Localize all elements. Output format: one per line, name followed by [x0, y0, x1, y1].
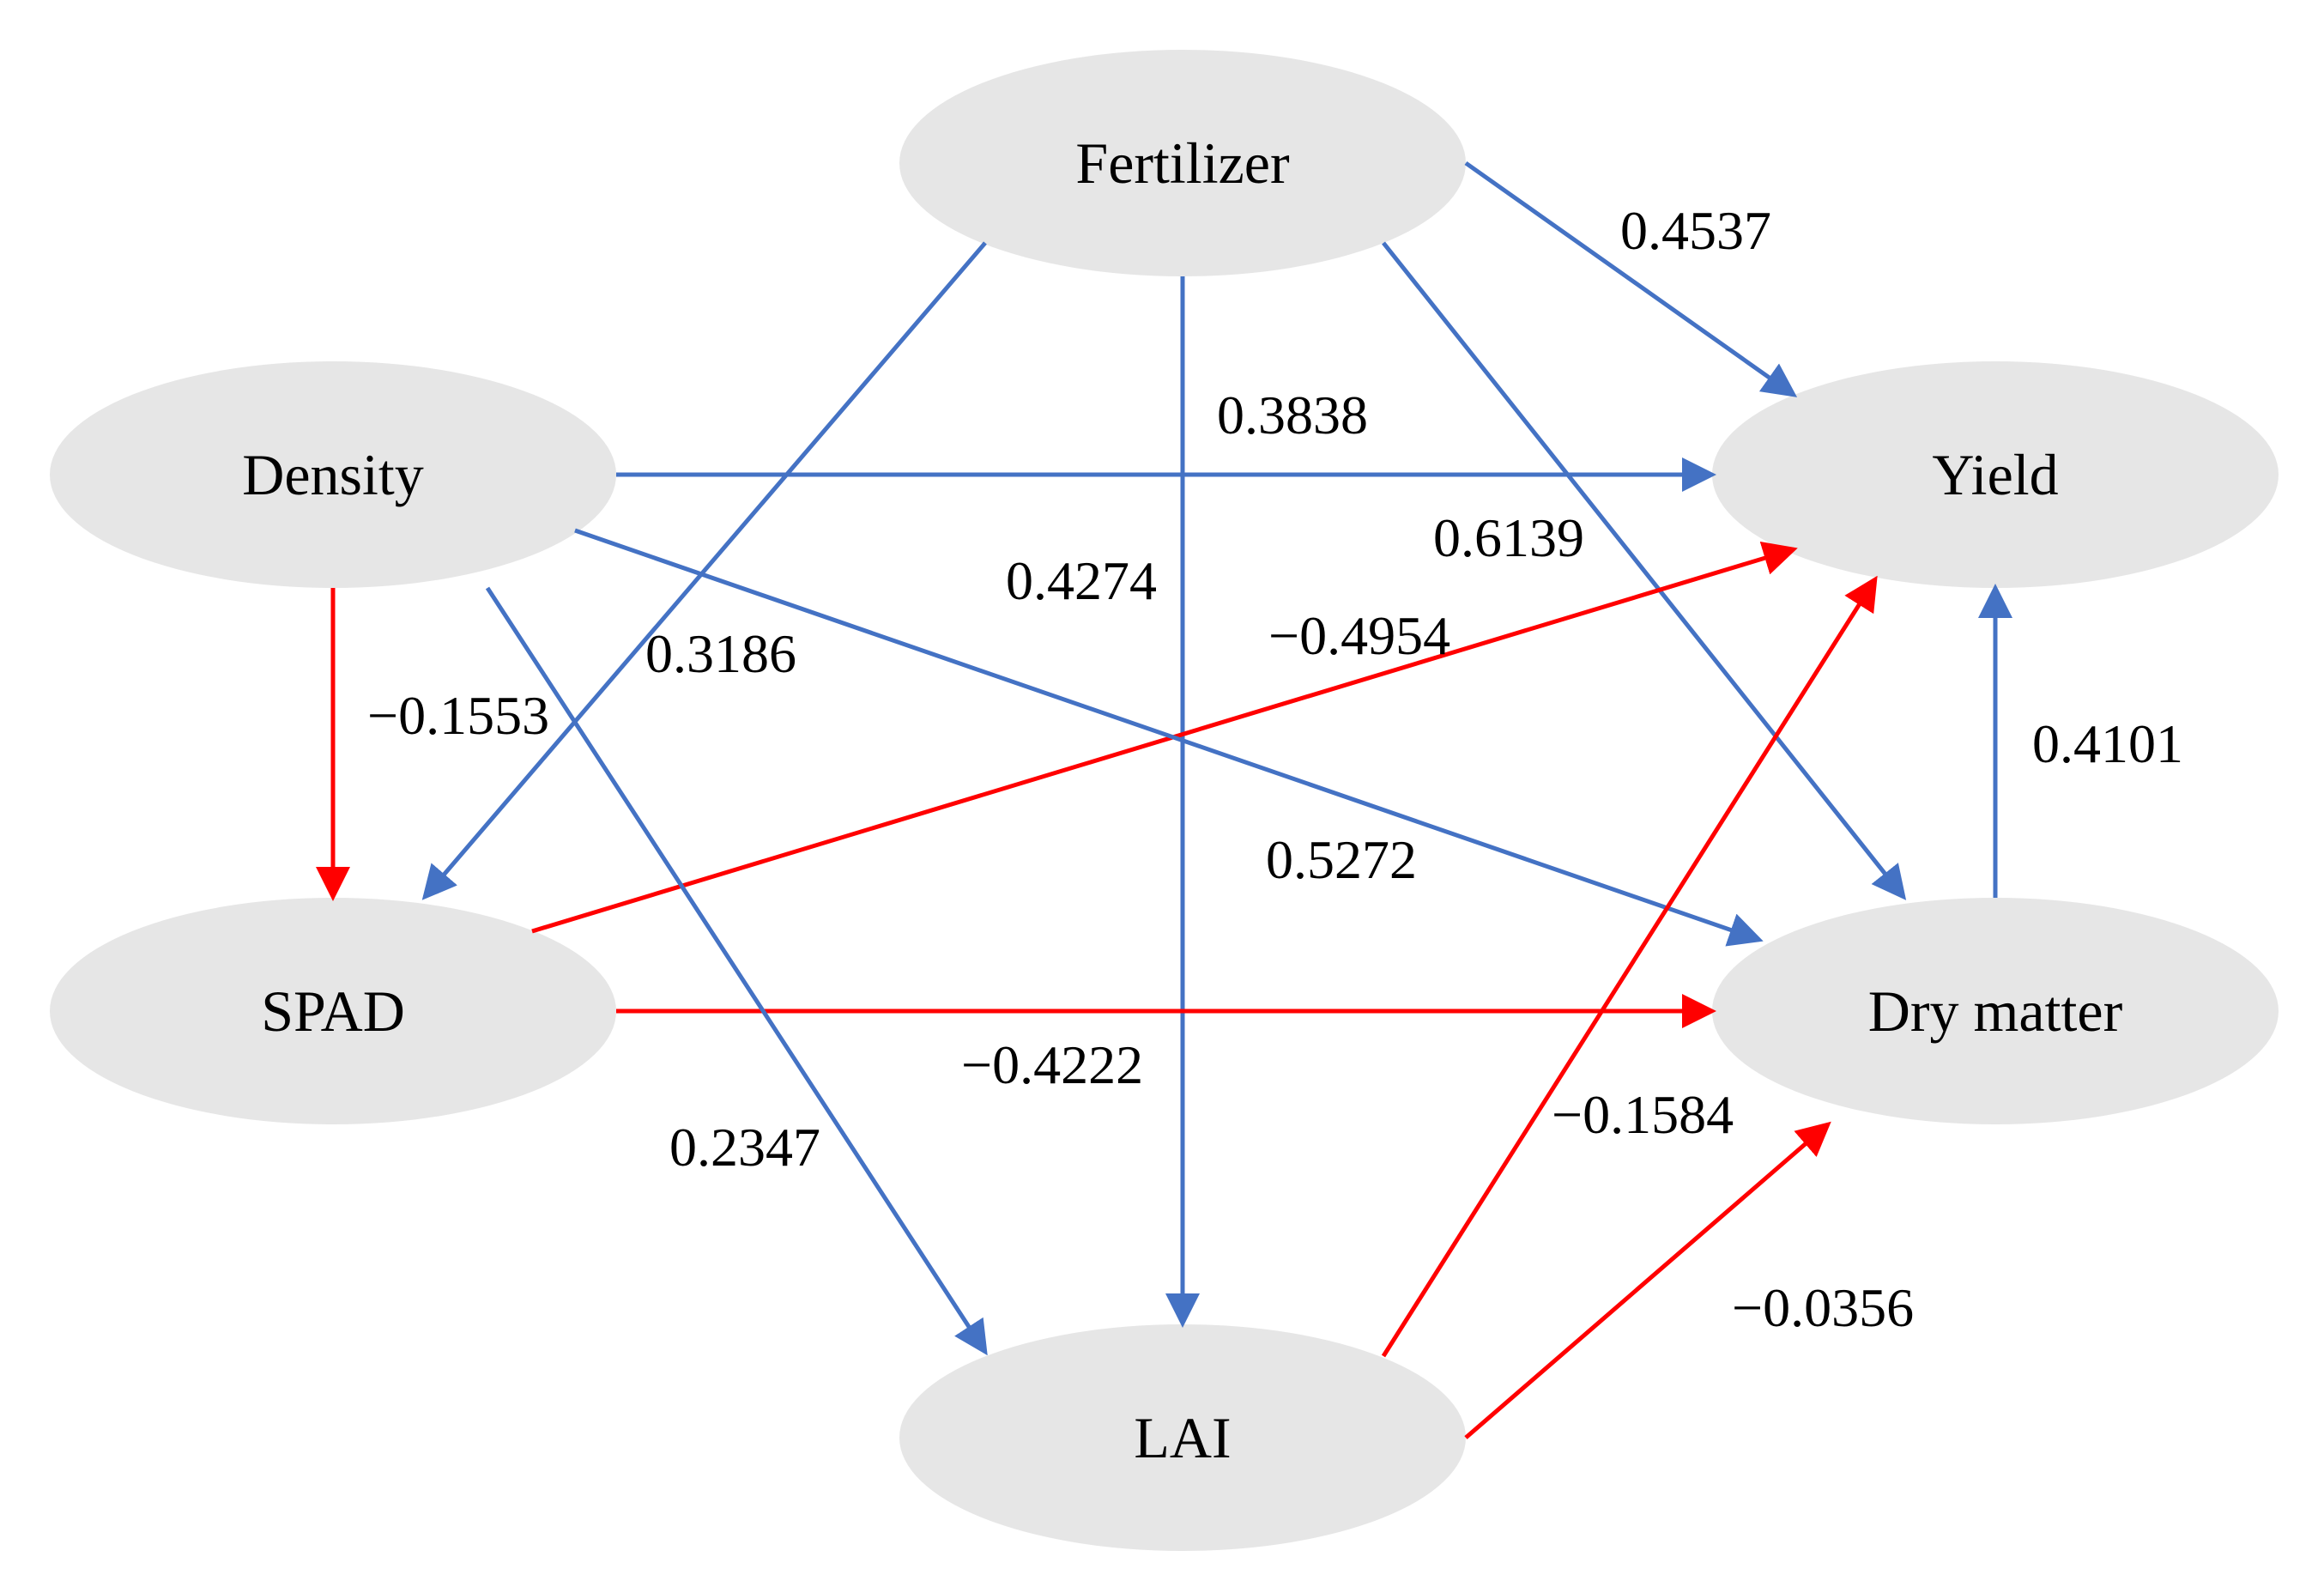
node-density-shape	[50, 361, 616, 588]
edge-fertilizer-spad-line	[421, 241, 987, 900]
edge-lai-yield-line	[1381, 575, 1878, 1358]
edge-dry-matter-yield-label: 0.4101	[2032, 713, 2183, 774]
edge-fertilizer-dry-matter-label: 0.6139	[1433, 507, 1584, 568]
edge-density-lai-label: 0.2347	[669, 1117, 820, 1178]
edge-density-lai-line	[485, 586, 988, 1356]
node-spad-shape	[50, 898, 616, 1124]
node-yield-shape	[1712, 361, 2279, 588]
edge-fertilizer-yield-line	[1464, 161, 1798, 397]
node-fertilizer-shape	[899, 50, 1466, 276]
edge-fertilizer-lai-label: 0.4274	[1006, 550, 1157, 611]
edge-lai-dry-matter-line	[1464, 1121, 1831, 1439]
edge-lai-dry-matter-label: −0.0356	[1732, 1277, 1914, 1338]
node-yield: Yield	[1712, 361, 2279, 588]
node-spad: SPAD	[50, 898, 616, 1124]
node-lai-label: LAI	[1134, 1405, 1231, 1470]
edge-density-dry-matter-line	[574, 528, 1764, 947]
edge-density-spad-label: −0.1553	[367, 685, 549, 746]
edge-spad-yield-label: −0.4954	[1268, 605, 1450, 666]
edge-labels: 0.4537 0.3838 0.6139 0.4274 0.3186 −0.49…	[367, 200, 2183, 1338]
node-spad-label: SPAD	[261, 978, 405, 1044]
node-density: Density	[50, 361, 616, 588]
edge-density-yield-label: 0.3838	[1217, 385, 1368, 445]
node-lai: LAI	[899, 1324, 1466, 1551]
edge-lai-yield-label: −0.1584	[1552, 1084, 1734, 1145]
node-yield-label: Yield	[1932, 442, 2058, 507]
node-lai-shape	[899, 1324, 1466, 1551]
node-fertilizer: Fertilizer	[899, 50, 1466, 276]
node-dry-matter-shape	[1712, 898, 2279, 1124]
edges	[316, 161, 2012, 1439]
edge-density-dry-matter-label: 0.5272	[1266, 829, 1417, 890]
edge-fertilizer-spad-label: 0.3186	[645, 623, 796, 684]
edge-spad-dry-matter-label: −0.4222	[961, 1034, 1143, 1095]
node-fertilizer-label: Fertilizer	[1075, 130, 1290, 196]
node-dry-matter: Dry matter	[1712, 898, 2279, 1124]
node-density-label: Density	[242, 442, 424, 507]
edge-fertilizer-yield-label: 0.4537	[1620, 200, 1771, 261]
node-dry-matter-label: Dry matter	[1868, 978, 2123, 1044]
edge-spad-yield-line	[531, 541, 1798, 934]
edge-fertilizer-dry-matter-line	[1382, 241, 1907, 900]
